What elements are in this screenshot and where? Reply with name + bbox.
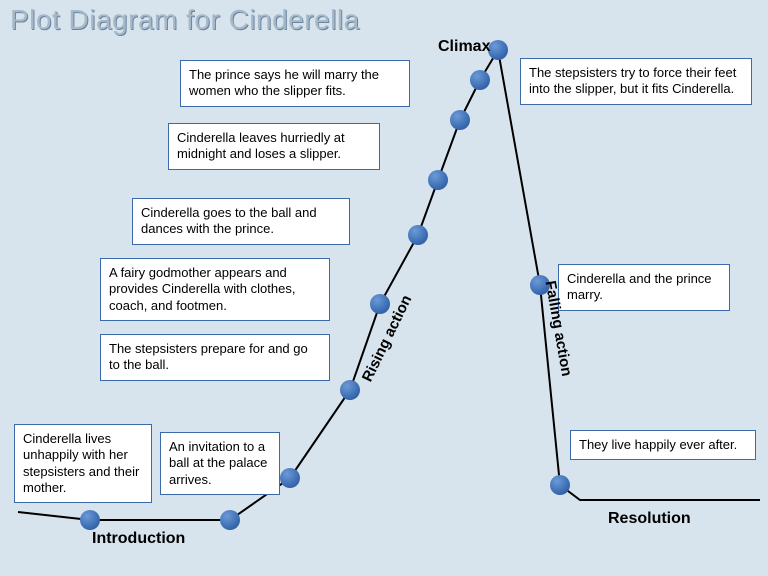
plot-box-resolution-1: They live happily ever after. <box>570 430 756 460</box>
label-climax: Climax <box>438 38 490 56</box>
plot-box-rising-2: A fairy godmother appears and provides C… <box>100 258 330 321</box>
plot-dot <box>470 70 490 90</box>
plot-diagram-canvas: Plot Diagram for Cinderella Cinderella l… <box>0 0 768 576</box>
plot-dot <box>550 475 570 495</box>
plot-box-climax-1: The stepsisters try to force their feet … <box>520 58 752 105</box>
plot-dot <box>428 170 448 190</box>
plot-box-rising-5: The prince says he will marry the women … <box>180 60 410 107</box>
label-introduction: Introduction <box>92 530 185 548</box>
plot-dot <box>80 510 100 530</box>
plot-box-intro-2: An invitation to a ball at the palace ar… <box>160 432 280 495</box>
plot-dot <box>220 510 240 530</box>
plot-box-rising-4: Cinderella leaves hurriedly at midnight … <box>168 123 380 170</box>
label-resolution: Resolution <box>608 510 691 528</box>
plot-dot <box>340 380 360 400</box>
plot-dot <box>488 40 508 60</box>
plot-box-rising-3: Cinderella goes to the ball and dances w… <box>132 198 350 245</box>
plot-dot <box>450 110 470 130</box>
plot-box-intro-1: Cinderella lives unhappily with her step… <box>14 424 152 503</box>
plot-box-rising-1: The stepsisters prepare for and go to th… <box>100 334 330 381</box>
plot-dot <box>280 468 300 488</box>
plot-dot <box>370 294 390 314</box>
plot-dot <box>408 225 428 245</box>
plot-box-falling-1: Cinderella and the prince marry. <box>558 264 730 311</box>
